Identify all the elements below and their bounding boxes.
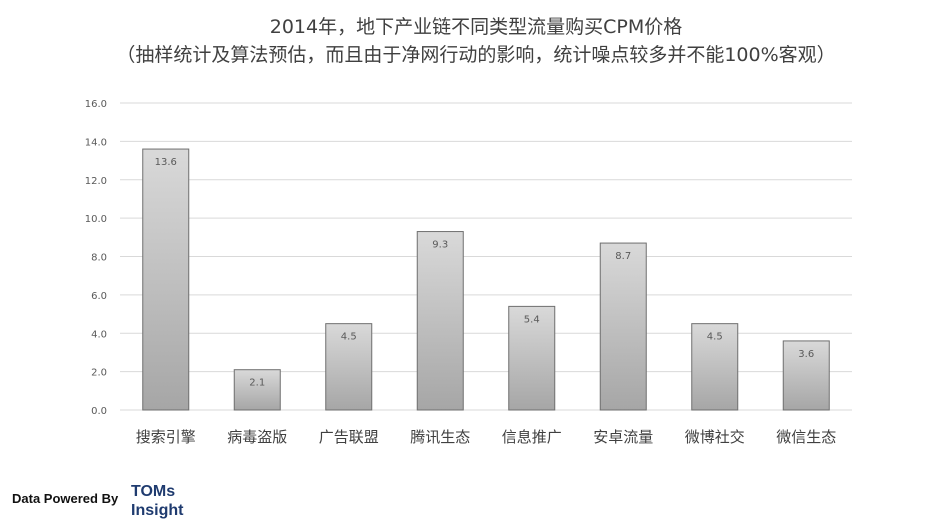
bar (782, 340, 830, 411)
data-labels: 13.6 2.1 4.5 9.3 5.4 8.7 4.5 3.6 (155, 157, 815, 389)
x-tick-label: 广告联盟 (319, 428, 379, 446)
data-powered-by-label: Data Powered By (12, 491, 119, 506)
y-tick-label: 4.0 (91, 329, 107, 340)
data-label: 2.1 (249, 378, 265, 389)
bar (416, 231, 464, 411)
y-tick-label: 6.0 (91, 291, 107, 302)
y-tick-label: 16.0 (85, 99, 107, 110)
brand-line2: Insight (131, 502, 184, 519)
y-tick-label: 12.0 (85, 176, 107, 187)
x-axis-ticks: 搜索引擎 病毒盗版 广告联盟 腾讯生态 信息推广 安卓流量 微博社交 微信生态 (136, 428, 837, 446)
x-tick-label: 信息推广 (502, 428, 562, 446)
y-tick-label: 8.0 (91, 253, 107, 264)
y-tick-label: 10.0 (85, 214, 107, 225)
bar (599, 242, 647, 411)
x-tick-label: 病毒盗版 (227, 428, 287, 446)
y-tick-label: 0.0 (91, 406, 107, 417)
bar (325, 323, 373, 411)
data-label: 3.6 (798, 349, 814, 360)
brand-logo: TOMs Insight (131, 482, 183, 520)
y-tick-label: 2.0 (91, 368, 107, 379)
data-label: 9.3 (432, 240, 448, 251)
x-tick-label: 安卓流量 (593, 428, 653, 446)
data-label: 8.7 (615, 251, 631, 262)
chart-title: 2014年，地下产业链不同类型流量购买CPM价格 (269, 16, 683, 38)
chart-subtitle: （抽样统计及算法预估，而且由于净网行动的影响，统计噪点较多并不能100%客观） (116, 44, 836, 66)
bar (508, 305, 556, 411)
bar (233, 369, 281, 411)
data-label: 4.5 (341, 332, 357, 343)
y-axis-ticks: 0.0 2.0 4.0 6.0 8.0 10.0 12.0 14.0 16.0 (85, 99, 107, 417)
gridlines (120, 102, 852, 411)
brand-line1: TOMs (131, 483, 176, 500)
bar (691, 323, 739, 411)
x-tick-label: 腾讯生态 (410, 428, 470, 446)
bar (142, 148, 190, 411)
x-tick-label: 搜索引擎 (136, 428, 196, 446)
data-label: 5.4 (524, 314, 540, 325)
y-tick-label: 14.0 (85, 137, 107, 148)
x-tick-label: 微信生态 (776, 428, 836, 446)
data-label: 13.6 (155, 157, 177, 168)
data-label: 4.5 (707, 332, 723, 343)
x-tick-label: 微博社交 (685, 428, 745, 446)
bars (142, 148, 830, 411)
